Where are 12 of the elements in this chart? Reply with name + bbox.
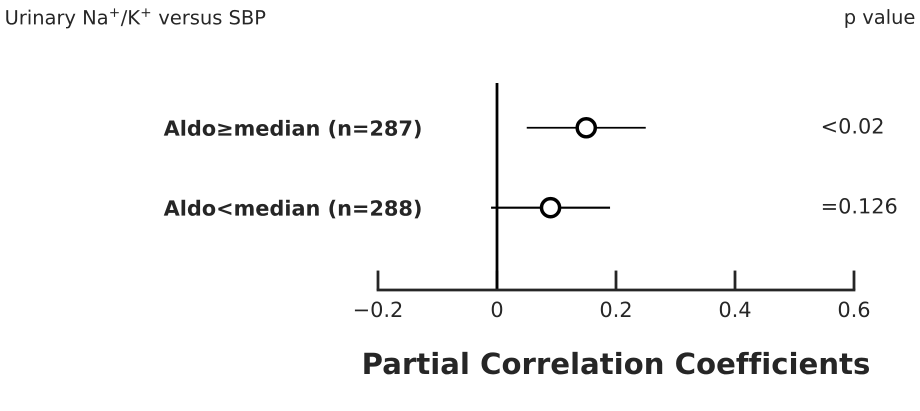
text: Urinary Na$^{+}$/K$^{+}$ versus SBP: [6, 8, 266, 28]
x-axis-title: Partial Correlation Coefficients: [364, 352, 869, 374]
x-tick-label: 0.4: [720, 301, 750, 318]
x-tick-label: 0.6: [838, 301, 870, 318]
x-tick-label: 0.2: [600, 301, 630, 318]
x-tick-label: −0.2: [354, 301, 402, 318]
annotation: =0.126: [822, 198, 896, 214]
x-tick-label: 0: [492, 301, 502, 318]
y-tick-label: Aldo≥median (n=287): [164, 120, 421, 138]
y-tick-label: Aldo<median (n=288): [164, 200, 421, 218]
text: p value: [846, 9, 914, 28]
annotation: <0.02: [822, 118, 882, 134]
